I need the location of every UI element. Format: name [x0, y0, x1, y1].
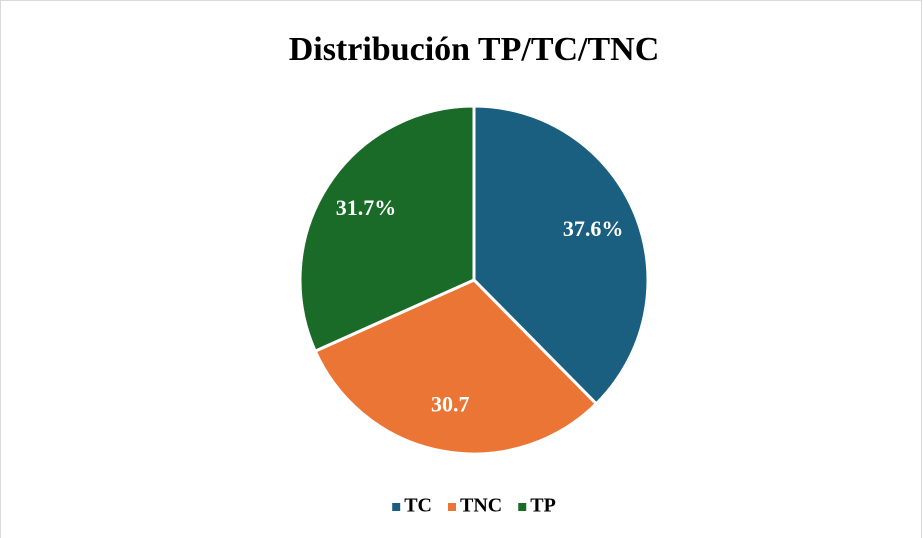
legend-label: TNC	[460, 495, 502, 517]
legend-label: TP	[530, 495, 556, 517]
legend-swatch	[448, 503, 456, 511]
chart-title: Distribución TP/TC/TNC	[289, 31, 660, 68]
pie-slice	[313, 278, 599, 456]
pie-slice	[298, 104, 476, 354]
legend-label: TC	[404, 495, 432, 517]
data-label: 37.6%	[563, 216, 624, 241]
legend-swatch	[518, 503, 527, 511]
data-label: 30.7	[431, 392, 470, 417]
pie-slice	[472, 104, 650, 406]
data-label: 31.7%	[336, 195, 397, 220]
legend-swatch	[392, 503, 401, 511]
